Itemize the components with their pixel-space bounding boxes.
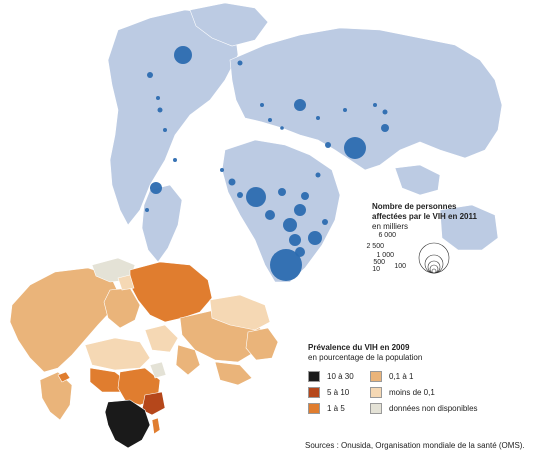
bubble-south-africa: [270, 249, 302, 281]
land-greenland: [189, 2, 269, 47]
bubble-nigeria: [228, 178, 236, 186]
bubble-pakistan: [343, 108, 347, 112]
prevalence-legend-subtitle: en pourcentage de la population: [308, 353, 423, 362]
legend-value-2500: 2 500: [366, 243, 384, 250]
land-south-america: [141, 184, 183, 263]
label-01-1: 0,1 à 1: [389, 372, 414, 381]
swatch-10-30: [308, 371, 320, 382]
bubble-china: [294, 99, 306, 111]
bubble-europe2: [268, 118, 272, 122]
swatch-01-1: [370, 371, 382, 382]
swatch-no-data: [370, 403, 382, 414]
legend-value-6000: 6 000: [378, 232, 396, 239]
legend-value-100: 100: [394, 263, 406, 270]
land-africa: [221, 139, 341, 283]
land-se-asia: [394, 164, 441, 196]
bubble-sudan: [315, 172, 321, 178]
bubble-size-legend: [418, 242, 450, 274]
prevalence-legend-title: Prévalence du VIH en 2009: [308, 343, 410, 352]
legend-value-1000: 1 000: [376, 252, 394, 259]
bubble-uganda: [301, 192, 309, 200]
bubble-europe1: [260, 103, 264, 107]
bubble-iran: [316, 116, 320, 120]
bubble-malawi: [322, 219, 328, 225]
hiv-bubbles: [145, 46, 389, 281]
bubble-russia: [174, 46, 192, 64]
bubble-europe3: [280, 126, 284, 130]
bubble-legend-unit: en milliers: [372, 222, 409, 231]
bubble-kenya: [294, 204, 306, 216]
legend-circle-1000: [427, 260, 441, 274]
bubble-usa-west: [147, 72, 153, 78]
bubble-ukraine: [237, 60, 243, 66]
bubble-mexico: [156, 96, 160, 100]
bubble-legend-title-line2: affectées par le VIH en 2011: [372, 212, 477, 221]
bubble-india: [344, 137, 366, 159]
bubble-thailand: [325, 142, 331, 148]
swatch-5-10: [308, 387, 320, 398]
bubble-zambia: [289, 234, 301, 246]
bubble-indonesia: [381, 124, 389, 132]
bubble-legend-title-line1: Nombre de personnes: [372, 202, 457, 211]
label-lt-01: moins de 0,1: [389, 388, 435, 397]
bubble-brazil: [150, 182, 162, 194]
bubble-argentina: [145, 208, 149, 212]
label-5-10: 5 à 10: [327, 388, 350, 397]
bubble-congo: [265, 210, 275, 220]
legend-circle-6000: [418, 242, 450, 274]
label-1-5: 1 à 5: [327, 404, 345, 413]
bubble-westafrica1: [220, 168, 224, 172]
bubble-cameroon: [246, 187, 266, 207]
bubble-vietnam: [382, 109, 388, 115]
legend-circle-100: [431, 268, 437, 274]
bubble-tanzania: [283, 218, 297, 232]
legend-circle-2500: [424, 254, 444, 274]
swatch-lt-01: [370, 387, 382, 398]
bubble-mozambique: [308, 231, 322, 245]
bubble-westafrica2: [237, 192, 243, 198]
bubble-colombia: [173, 158, 177, 162]
label-10-30: 10 à 30: [327, 372, 354, 381]
label-no-data: données non disponibles: [389, 404, 478, 413]
legend-value-500: 500: [373, 259, 385, 266]
world-landmass-top: [107, 2, 503, 283]
land-australia: [439, 204, 499, 251]
land-eurasia: [229, 27, 503, 171]
bubble-myanmar: [373, 103, 377, 107]
legend-value-10: 10: [372, 266, 380, 273]
bubble-canada: [163, 128, 167, 132]
bubble-usa: [157, 107, 163, 113]
sources-note: Sources : Onusida, Organisation mondiale…: [305, 441, 525, 450]
swatch-1-5: [308, 403, 320, 414]
bubble-ethiopia: [278, 188, 286, 196]
